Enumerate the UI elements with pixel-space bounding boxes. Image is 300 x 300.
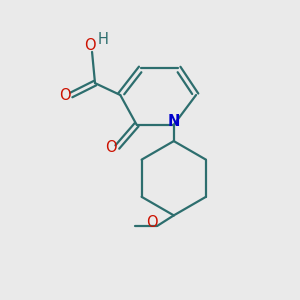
Text: O: O xyxy=(59,88,70,103)
Text: O: O xyxy=(84,38,95,53)
Text: N: N xyxy=(168,114,180,129)
Text: O: O xyxy=(105,140,117,155)
Text: O: O xyxy=(146,215,158,230)
Text: H: H xyxy=(98,32,109,47)
